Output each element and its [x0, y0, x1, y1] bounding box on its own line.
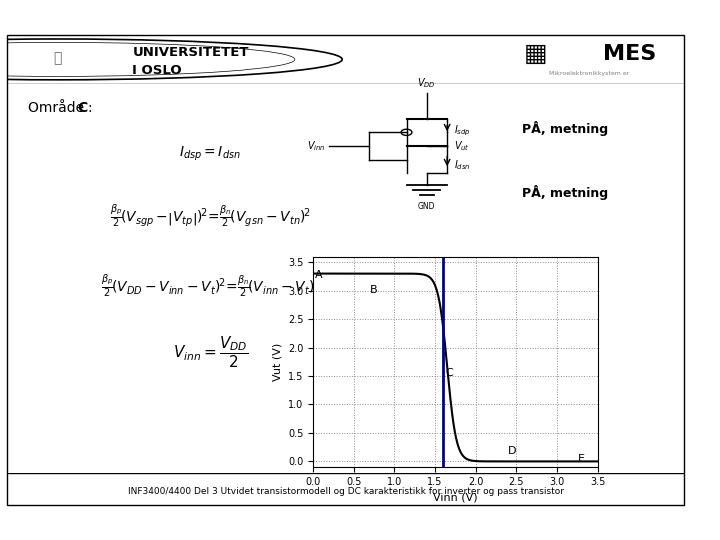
Text: 🏛: 🏛	[54, 51, 62, 65]
Text: $\frac{\beta_p}{2}\!\left(V_{DD}-V_{inn}-V_t\right)^{\!2}\!=\!\frac{\beta_n}{2}\: $\frac{\beta_p}{2}\!\left(V_{DD}-V_{inn}…	[101, 273, 320, 299]
Text: $I_{dsp} = I_{dsn}$: $I_{dsp} = I_{dsn}$	[179, 145, 241, 163]
Text: Område: Område	[27, 101, 88, 115]
Y-axis label: Vut (V): Vut (V)	[272, 343, 282, 381]
Text: Mikroelektronikkystem er: Mikroelektronikkystem er	[549, 71, 629, 76]
Text: E: E	[578, 454, 585, 463]
Text: $V_{inn}$: $V_{inn}$	[307, 139, 325, 153]
Circle shape	[401, 129, 412, 136]
Text: PÅ, metning: PÅ, metning	[521, 185, 608, 200]
Text: C: C	[446, 368, 454, 378]
Text: A: A	[315, 269, 323, 280]
Text: $I_{dsn}$: $I_{dsn}$	[454, 158, 470, 172]
Text: I OSLO: I OSLO	[132, 64, 182, 77]
Text: $I_{sdp}$: $I_{sdp}$	[454, 123, 471, 138]
Text: D: D	[508, 446, 516, 456]
Text: PÅ, metning: PÅ, metning	[521, 121, 608, 136]
Text: MES: MES	[603, 44, 656, 64]
Text: $V_{ut}$: $V_{ut}$	[454, 139, 469, 153]
Text: GND: GND	[418, 202, 436, 211]
Text: :: :	[87, 101, 91, 115]
Text: C: C	[77, 101, 87, 115]
Text: UNIVERSITETET: UNIVERSITETET	[132, 45, 249, 59]
Text: B: B	[370, 285, 378, 294]
Text: $\frac{\beta_p}{2}\!\left(V_{sgp}-\!\left|V_{tp}\right|\right)^{\!2}\!=\!\frac{\: $\frac{\beta_p}{2}\!\left(V_{sgp}-\!\lef…	[110, 202, 310, 230]
X-axis label: Vinn (V): Vinn (V)	[433, 492, 477, 502]
Text: ▦: ▦	[523, 42, 547, 65]
Text: 2008: 2008	[695, 224, 713, 269]
Text: $V_{DD}$: $V_{DD}$	[418, 76, 436, 90]
Text: INF3400/4400 Del 3 Utvidet transistormodell og DC karakteristikk for inverter og: INF3400/4400 Del 3 Utvidet transistormod…	[127, 487, 564, 496]
Text: $V_{inn} = \dfrac{V_{DD}}{2}$: $V_{inn} = \dfrac{V_{DD}}{2}$	[173, 334, 248, 370]
